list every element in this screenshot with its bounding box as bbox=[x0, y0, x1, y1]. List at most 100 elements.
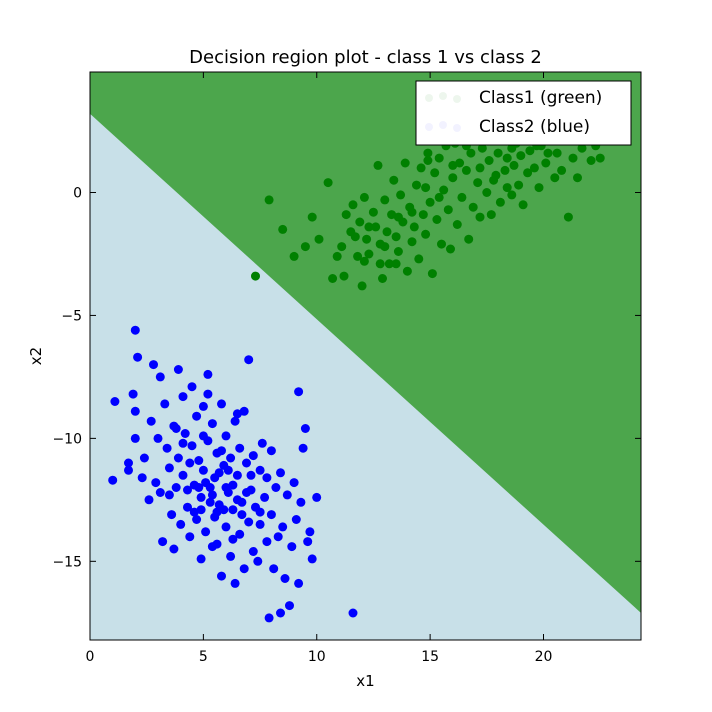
class2-point bbox=[217, 571, 226, 581]
class2-point bbox=[192, 515, 202, 524]
class1-point bbox=[437, 239, 446, 249]
class2-point bbox=[153, 433, 163, 443]
class1-point bbox=[518, 200, 528, 210]
class1-point bbox=[328, 274, 338, 283]
class1-point bbox=[534, 183, 544, 193]
class1-point bbox=[400, 158, 410, 168]
class1-point bbox=[359, 256, 369, 266]
class1-point bbox=[500, 165, 510, 175]
class1-point bbox=[373, 160, 383, 170]
chart-legend: Class1 (green) Class2 (blue) bbox=[415, 80, 632, 146]
class1-point bbox=[264, 195, 274, 205]
class2-point bbox=[242, 488, 251, 497]
class2-point bbox=[285, 601, 294, 611]
class2-point bbox=[183, 485, 192, 495]
class1-point bbox=[368, 207, 378, 217]
class2-point bbox=[173, 365, 183, 374]
class2-point bbox=[228, 480, 238, 490]
class2-point bbox=[232, 409, 242, 419]
class2-point bbox=[307, 554, 317, 564]
class2-point bbox=[124, 465, 133, 475]
class2-point bbox=[266, 510, 276, 520]
class1-point bbox=[509, 160, 519, 170]
legend-marker-class2 bbox=[453, 124, 461, 132]
class1-point bbox=[350, 232, 360, 242]
class1-point bbox=[468, 202, 478, 212]
class1-point bbox=[412, 180, 421, 190]
class2-point bbox=[196, 505, 206, 515]
class2-point bbox=[221, 522, 231, 532]
class1-point bbox=[523, 168, 533, 178]
class2-point bbox=[239, 564, 249, 574]
x-axis-label: x1 bbox=[356, 672, 374, 690]
class2-point bbox=[273, 532, 283, 542]
legend-marker-class1 bbox=[425, 94, 433, 102]
class1-point bbox=[482, 188, 492, 197]
class2-point bbox=[221, 483, 231, 492]
class2-point bbox=[303, 537, 313, 547]
class2-point bbox=[253, 556, 263, 566]
class2-point bbox=[203, 369, 213, 379]
class1-point bbox=[443, 205, 453, 215]
class1-point bbox=[380, 242, 390, 252]
class1-point bbox=[427, 269, 437, 279]
class1-point bbox=[421, 183, 431, 193]
class1-point bbox=[452, 220, 462, 229]
class1-point bbox=[423, 148, 433, 158]
y-axis-ticks: 0 −5 −10 −15 bbox=[52, 185, 641, 570]
class1-point bbox=[418, 210, 428, 220]
class2-point bbox=[146, 416, 156, 426]
class2-point bbox=[124, 458, 133, 468]
class1-point bbox=[461, 165, 471, 175]
class1-point bbox=[516, 151, 526, 161]
class2-point bbox=[262, 473, 272, 483]
class1-point bbox=[396, 190, 406, 200]
class1-point bbox=[314, 234, 324, 244]
class1-point bbox=[278, 224, 288, 234]
class2-point bbox=[128, 389, 138, 399]
class2-point bbox=[207, 419, 217, 429]
class2-point bbox=[219, 505, 229, 515]
class2-point bbox=[151, 478, 161, 488]
class1-point bbox=[389, 175, 399, 185]
class1-point bbox=[387, 210, 397, 220]
class1-point bbox=[568, 153, 578, 163]
class1-region bbox=[90, 72, 641, 613]
x-tick-label: 20 bbox=[535, 649, 553, 665]
class2-point bbox=[300, 424, 310, 433]
class2-point bbox=[130, 433, 140, 443]
class2-point bbox=[133, 352, 143, 362]
class2-point bbox=[189, 507, 199, 517]
class1-point bbox=[375, 259, 385, 269]
class2-point bbox=[187, 382, 197, 392]
class1-point bbox=[464, 234, 474, 244]
class2-point bbox=[187, 441, 197, 451]
y-tick-label: −10 bbox=[52, 431, 82, 447]
class2-point bbox=[269, 564, 279, 574]
class2-point bbox=[294, 578, 304, 588]
class1-point bbox=[357, 281, 367, 291]
class2-point bbox=[244, 517, 254, 527]
class2-point bbox=[221, 431, 231, 441]
class2-point bbox=[198, 401, 208, 411]
class1-point bbox=[423, 156, 433, 165]
class2-point bbox=[171, 483, 181, 492]
class2-point bbox=[232, 470, 242, 480]
class2-point bbox=[262, 537, 272, 547]
class1-point bbox=[407, 207, 417, 217]
class2-point bbox=[242, 458, 251, 468]
class1-point bbox=[364, 249, 374, 259]
class2-point bbox=[192, 411, 202, 421]
class2-point bbox=[291, 515, 301, 524]
class2-point bbox=[185, 458, 195, 468]
class1-point bbox=[448, 173, 458, 183]
class2-point bbox=[257, 438, 267, 448]
x-tick-label: 0 bbox=[86, 649, 95, 665]
class2-point bbox=[176, 519, 186, 529]
class1-point bbox=[446, 244, 455, 254]
class1-point bbox=[502, 183, 512, 193]
class1-point bbox=[577, 143, 587, 153]
class2-point bbox=[203, 389, 213, 399]
class1-point bbox=[380, 195, 390, 205]
